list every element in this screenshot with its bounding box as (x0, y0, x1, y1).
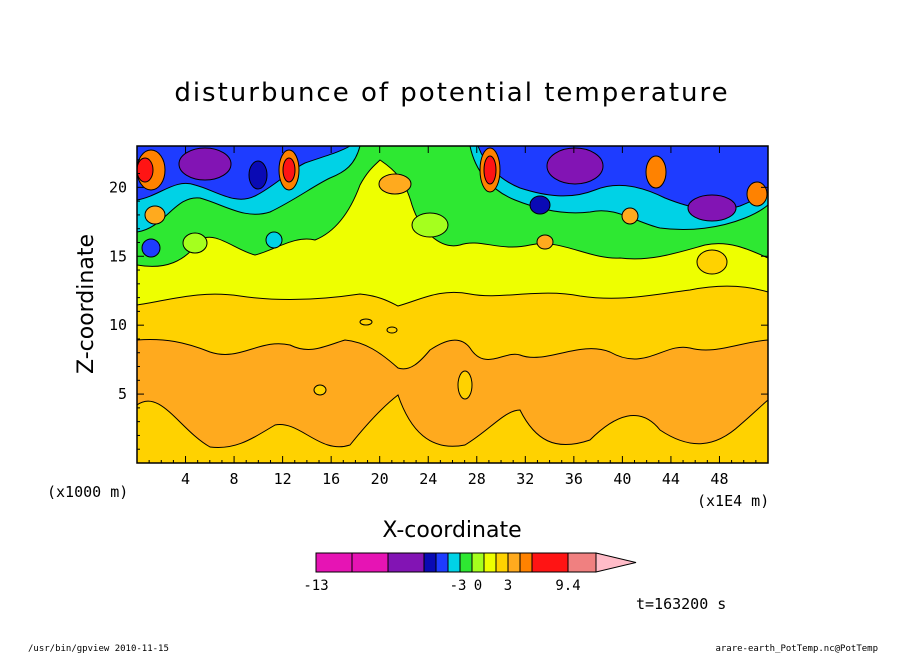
cyan-blob-1 (265, 231, 283, 249)
x-axis: 4 8 12 16 20 24 28 32 36 40 44 48 (148, 146, 757, 488)
colorbar-outline (315, 552, 597, 573)
colorbar-labels: -13 -3 0 3 9.4 (303, 578, 580, 594)
time-label: t=163200 s (636, 595, 726, 613)
x-tick-label: 48 (710, 470, 728, 488)
colorbar-label: -3 (450, 578, 467, 594)
x-tick-label: 4 (181, 470, 190, 488)
x-unit-right: (x1E4 m) (697, 492, 769, 510)
colorbar-label: -13 (303, 578, 328, 594)
x-tick-label: 20 (371, 470, 389, 488)
y-tick-label: 20 (109, 178, 127, 196)
x-tick-label: 16 (322, 470, 340, 488)
red-spot-1 (137, 157, 154, 183)
orange-spot-4 (645, 155, 667, 189)
x-tick-label: 36 (565, 470, 583, 488)
colorbar-segment (316, 553, 352, 572)
contour-loop-1 (359, 318, 373, 326)
footer-right: arare-earth_PotTemp.nc@PotTemp (715, 644, 878, 654)
purple-cell-3 (687, 194, 737, 222)
green-blob-1 (182, 232, 208, 254)
y-tick-label: 5 (118, 385, 127, 403)
x-unit-left: (x1000 m) (47, 483, 128, 501)
x-tick-label: 32 (516, 470, 534, 488)
colorbar-label: 0 (474, 578, 482, 594)
navy-cell-1 (248, 160, 268, 190)
x-tick-label: 24 (419, 470, 437, 488)
colorbar-segment (472, 553, 484, 572)
colorbar-segment (568, 553, 596, 572)
contour-loop-2 (386, 326, 398, 334)
colorbar-extend-arrow (595, 552, 637, 573)
blue-blob-left (141, 238, 161, 258)
red-spot-2 (282, 157, 296, 183)
x-tick-label: 12 (274, 470, 292, 488)
navy-cell-2 (529, 195, 551, 215)
orange-blob-9 (536, 234, 554, 250)
chart-title: disturbunce of potential temperature (174, 78, 729, 108)
colorbar-segment (436, 553, 448, 572)
colorbar-segment (508, 553, 520, 572)
orange-spot-7 (144, 205, 166, 225)
colorbar-segment (484, 553, 496, 572)
colorbar-segment (532, 553, 568, 572)
x-tick-label: 8 (230, 470, 239, 488)
y-tick-label: 15 (109, 247, 127, 265)
x-tick-label: 40 (613, 470, 631, 488)
colorbar-segment (496, 553, 508, 572)
y-axis: 5 10 15 20 (109, 159, 768, 450)
x-axis-label: X-coordinate (382, 518, 521, 543)
orange-spot-6 (378, 173, 412, 195)
contour-loop-4 (313, 384, 327, 396)
y-tick-label: 10 (109, 316, 127, 334)
colorbar-segment (424, 553, 436, 572)
orange-spot-8 (621, 207, 639, 225)
colorbar-label: 3 (504, 578, 512, 594)
colorbar-segment (520, 553, 532, 572)
x-tick-label: 44 (662, 470, 680, 488)
purple-cell-1 (178, 147, 232, 181)
colorbar-label: 9.4 (555, 578, 580, 594)
footer-left: /usr/bin/gpview 2010-11-15 (28, 644, 169, 654)
x-tick-label: 28 (468, 470, 486, 488)
y-axis-label: Z-coordinate (74, 234, 99, 374)
colorbar-segment (460, 553, 472, 572)
orange-band-lower (137, 339, 768, 449)
red-spot-3 (483, 155, 497, 185)
colorbar (315, 552, 637, 573)
colorbar-segment (448, 553, 460, 572)
colorbar-segment (388, 553, 424, 572)
orange-spot-5 (746, 181, 768, 207)
colorbar-segment (352, 553, 388, 572)
green-blob-2 (411, 212, 449, 238)
purple-cell-2 (546, 147, 604, 185)
plot-area (137, 146, 768, 463)
yellow-blob-1 (696, 249, 728, 275)
contour-loop-3 (457, 370, 473, 400)
